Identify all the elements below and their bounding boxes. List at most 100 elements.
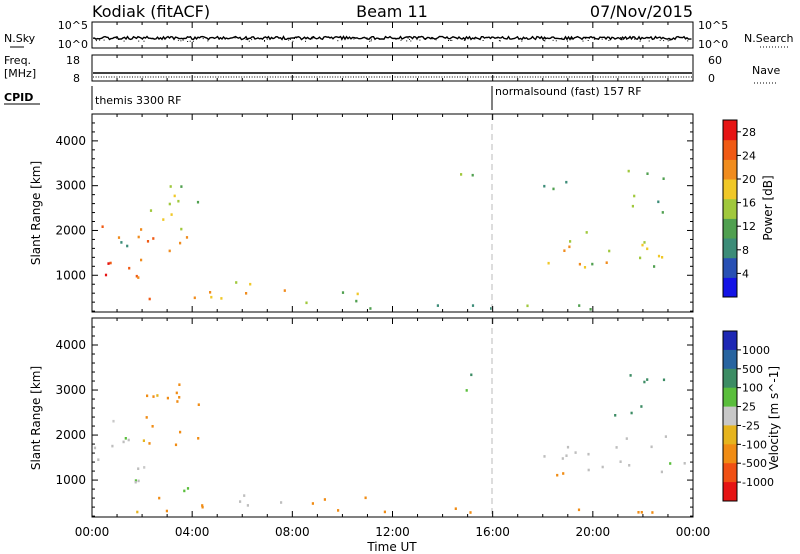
velocity-cell xyxy=(146,394,149,398)
velocity-panel: 1000 2000 3000 4000 Slant Range [km] 1000 50… xyxy=(29,317,781,518)
nsearch-point xyxy=(296,37,298,39)
velocity-cell xyxy=(183,489,186,493)
power-cell xyxy=(210,295,213,299)
nsearch-point xyxy=(366,37,368,39)
nsearch-point xyxy=(245,39,247,40)
velocity-cell xyxy=(197,437,200,440)
velocity-colorbar-frame xyxy=(722,330,738,502)
velocity-cell xyxy=(136,510,139,514)
nsearch-point xyxy=(351,37,353,39)
power-cell xyxy=(180,227,183,231)
nsearch-point xyxy=(95,40,97,42)
power-cell xyxy=(633,194,636,198)
nsearch-point xyxy=(292,40,294,42)
nsearch-point xyxy=(337,40,339,42)
power-cell xyxy=(168,249,171,253)
nsearch-label: N.Search xyxy=(744,32,794,45)
power-cell xyxy=(653,265,656,268)
nsearch-point xyxy=(474,38,476,40)
power-cell xyxy=(641,243,644,247)
velocity-colorbar-swatch xyxy=(723,482,737,502)
velocity-cell xyxy=(619,460,622,463)
power-cell xyxy=(137,235,140,239)
velocity-cell xyxy=(615,446,618,449)
power-colorbar-swatch xyxy=(723,159,737,180)
x-tick-label: 04:00 xyxy=(175,525,210,539)
cpid-segment-1: themis 3300 RF xyxy=(95,94,182,107)
velocity-cell xyxy=(630,411,633,415)
power-colorbar-tick-label: 20 xyxy=(742,173,756,186)
velocity-cell xyxy=(97,458,100,461)
power-cell xyxy=(661,256,664,259)
nsearch-point xyxy=(670,39,672,41)
nsearch-point xyxy=(639,40,641,42)
nsky-label: N.Sky xyxy=(4,32,36,45)
nsearch-point xyxy=(312,37,314,39)
nsearch-point xyxy=(496,37,498,39)
nsky-tick-bottom: 10^0 xyxy=(58,38,88,51)
velocity-cell xyxy=(137,479,140,483)
power-cell xyxy=(148,297,151,301)
nsearch-point xyxy=(601,38,603,40)
power-cell xyxy=(341,291,345,294)
power-cell xyxy=(543,184,546,188)
x-tick-label: 16:00 xyxy=(475,525,510,539)
velocity-cell xyxy=(122,440,125,444)
nsearch-point xyxy=(659,39,661,41)
power-cell xyxy=(568,245,571,249)
power-cell xyxy=(169,185,172,188)
velocity-colorbar-label: Velocity [m s^-1] xyxy=(767,366,781,470)
power-colorbar-tick-label: 8 xyxy=(742,244,749,257)
velocity-cell xyxy=(143,466,146,469)
nsearch-point xyxy=(464,39,466,41)
nsearch-point xyxy=(610,37,612,39)
power-cell xyxy=(193,296,196,300)
velocity-colorbar: 1000 500 100 25 -25 -100 -500 -1000 Velocity [m… xyxy=(722,330,781,502)
velocity-colorbar-swatch xyxy=(723,349,737,370)
power-cell xyxy=(120,241,123,244)
velocity-cell xyxy=(201,505,204,509)
nsky-tick-top: 10^5 xyxy=(58,19,88,32)
nsearch-point xyxy=(498,40,500,42)
power-cell xyxy=(209,291,212,294)
power-cell xyxy=(639,256,642,260)
freq-tick-top: 18 xyxy=(66,54,80,67)
power-cell xyxy=(185,236,189,239)
velocity-cell xyxy=(166,396,169,400)
power-cell xyxy=(146,240,150,243)
nsearch-point xyxy=(369,40,371,42)
velocity-colorbar-tick-label: -500 xyxy=(742,457,767,470)
velocity-cell xyxy=(178,396,181,399)
y-tick-label: 1000 xyxy=(55,473,86,487)
power-cell xyxy=(605,261,608,264)
nsearch-point xyxy=(305,40,306,42)
velocity-colorbar-tick-label: -25 xyxy=(742,419,760,432)
velocity-cell xyxy=(669,462,672,465)
nsky-trace xyxy=(92,35,692,42)
velocity-cell xyxy=(201,504,204,507)
y-tick-label: 3000 xyxy=(55,179,86,193)
nsearch-point xyxy=(416,39,418,41)
power-cell xyxy=(177,199,180,203)
power-cell xyxy=(117,236,121,239)
nsearch-point xyxy=(366,38,368,40)
power-cell xyxy=(149,209,153,212)
nsearch-point xyxy=(634,38,635,40)
nsearch-point xyxy=(570,38,572,40)
y-tick-label: 1000 xyxy=(55,268,86,282)
nsearch-point xyxy=(123,40,125,42)
power-cell xyxy=(578,262,581,266)
velocity-cell xyxy=(311,502,314,505)
power-cell xyxy=(137,276,140,279)
power-cell xyxy=(355,299,358,303)
nsearch-point xyxy=(424,38,426,40)
velocity-cell xyxy=(134,479,137,482)
power-cell xyxy=(369,307,372,310)
power-colorbar-tick-label: 16 xyxy=(742,197,756,210)
power-cell xyxy=(245,292,248,295)
nsearch-point xyxy=(593,38,595,40)
velocity-colorbar-swatch xyxy=(723,331,737,351)
nsky-panel: N.Sky 10^5 10^0 10^5 10^0 N.Search xyxy=(4,19,794,51)
velocity-cell xyxy=(465,389,468,392)
velocity-cell xyxy=(629,374,632,377)
